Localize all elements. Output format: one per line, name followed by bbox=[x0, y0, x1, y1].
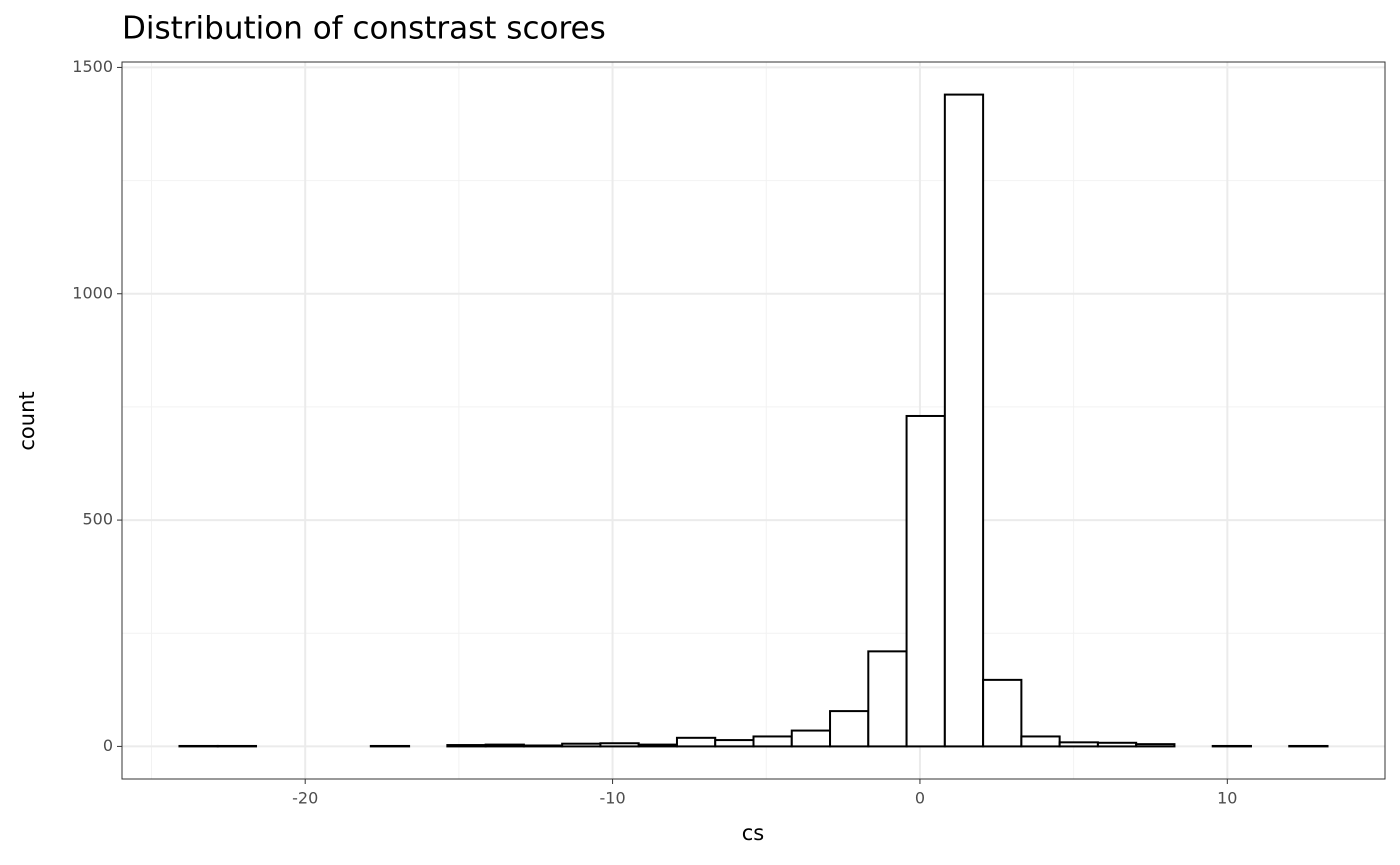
bar bbox=[599, 742, 640, 748]
y-tick-label: 0 bbox=[103, 736, 113, 755]
x-axis-label: cs bbox=[742, 821, 765, 845]
bar bbox=[752, 735, 793, 748]
bar bbox=[484, 743, 525, 748]
bar bbox=[1020, 735, 1061, 748]
bar bbox=[714, 739, 755, 748]
bar bbox=[637, 743, 678, 748]
plot-border bbox=[121, 61, 1386, 780]
bar bbox=[867, 650, 908, 748]
chart-title: Distribution of constrast scores bbox=[122, 11, 606, 47]
bar bbox=[446, 744, 487, 748]
bar bbox=[1096, 741, 1138, 748]
x-tick-label: -10 bbox=[599, 789, 625, 808]
x-tick-label: 10 bbox=[1217, 789, 1237, 808]
x-tick-label: -20 bbox=[292, 789, 318, 808]
bar bbox=[675, 736, 717, 748]
bar bbox=[829, 710, 870, 748]
y-tick-label: 1500 bbox=[72, 57, 113, 76]
bar bbox=[1135, 743, 1176, 748]
x-tick-label: 0 bbox=[915, 789, 925, 808]
bar bbox=[982, 678, 1023, 748]
bar bbox=[522, 744, 564, 748]
bar bbox=[1058, 741, 1099, 748]
y-tick-label: 1000 bbox=[72, 283, 113, 302]
bar bbox=[790, 729, 832, 748]
bar bbox=[943, 93, 985, 748]
y-axis-label: count bbox=[15, 391, 39, 450]
bar bbox=[561, 742, 602, 748]
bar bbox=[905, 414, 946, 748]
y-tick-label: 500 bbox=[82, 510, 113, 529]
